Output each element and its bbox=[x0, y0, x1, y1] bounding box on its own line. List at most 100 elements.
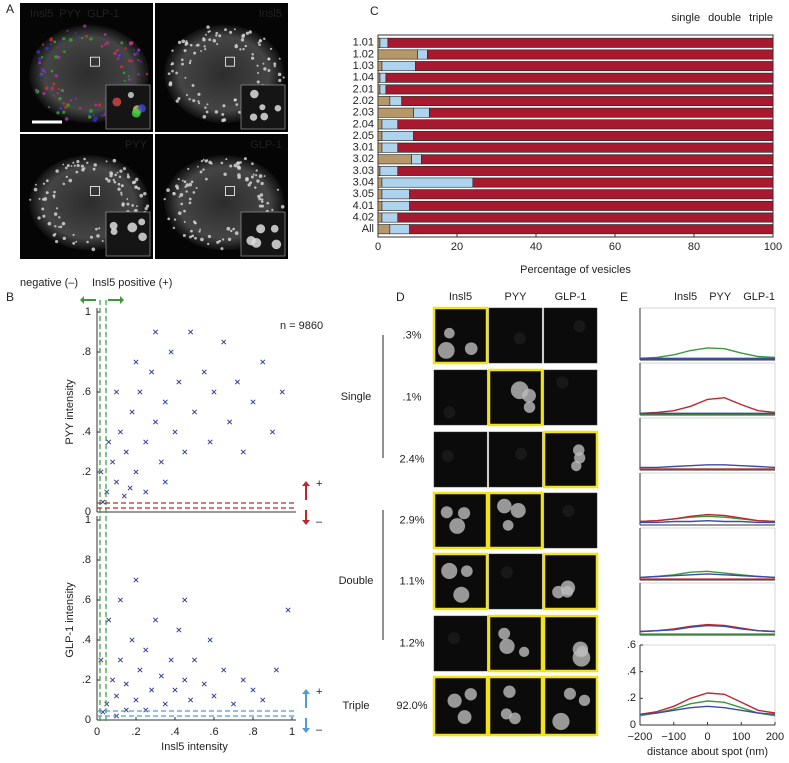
inset-spot bbox=[249, 113, 258, 121]
speckle bbox=[105, 177, 109, 181]
speckle bbox=[128, 77, 132, 81]
scatter-point bbox=[250, 687, 256, 693]
tile-spot bbox=[563, 687, 576, 700]
tile bbox=[487, 614, 544, 673]
speckle bbox=[40, 67, 43, 71]
y-tick-label: 1.02 bbox=[353, 48, 374, 60]
arrow-head bbox=[80, 296, 84, 304]
speckle bbox=[188, 201, 192, 205]
speckle bbox=[131, 204, 134, 207]
speckle bbox=[258, 174, 263, 178]
plot-frame bbox=[639, 582, 776, 636]
speckle bbox=[119, 169, 123, 173]
inset-spot bbox=[112, 97, 122, 107]
speckle bbox=[191, 84, 195, 87]
speckle bbox=[171, 49, 174, 52]
speckle bbox=[256, 64, 259, 67]
speckle bbox=[199, 170, 203, 174]
inset-spot bbox=[256, 224, 266, 234]
speckle bbox=[167, 72, 171, 76]
inset-spot bbox=[270, 224, 279, 233]
x-tick-label: .4 bbox=[170, 726, 179, 738]
column-header: GLP-1 bbox=[555, 291, 587, 303]
scatter-point bbox=[188, 697, 194, 703]
speckle bbox=[122, 167, 127, 171]
speckle bbox=[244, 44, 248, 48]
x-tick-label: 0 bbox=[94, 726, 100, 738]
speckle bbox=[83, 167, 86, 170]
speckle bbox=[62, 163, 65, 166]
sign-label: + bbox=[316, 478, 322, 490]
speckle bbox=[76, 159, 80, 164]
speckle bbox=[54, 55, 58, 59]
speckle bbox=[182, 233, 186, 238]
speckle bbox=[245, 31, 250, 35]
speckle bbox=[192, 191, 196, 194]
speckle bbox=[183, 209, 186, 213]
speckle bbox=[120, 193, 123, 196]
speckle bbox=[43, 197, 48, 201]
arrow-head bbox=[120, 296, 124, 304]
speckle bbox=[202, 115, 207, 119]
bar-segment bbox=[472, 177, 774, 188]
speckle bbox=[95, 227, 98, 231]
y-tick-label: 2.05 bbox=[353, 130, 374, 142]
tile-spot bbox=[503, 685, 516, 698]
speckle bbox=[233, 28, 236, 31]
inset-spot bbox=[110, 228, 118, 236]
speckle bbox=[238, 110, 241, 114]
speckle bbox=[57, 87, 61, 91]
speckle bbox=[226, 226, 231, 231]
speckle bbox=[177, 96, 181, 101]
speckle bbox=[195, 186, 198, 190]
speckle bbox=[56, 111, 60, 115]
scatter-point bbox=[117, 657, 123, 663]
speckle bbox=[43, 70, 47, 74]
profile-line bbox=[639, 396, 776, 414]
bar-segment bbox=[389, 96, 403, 107]
x-tick-label: 100 bbox=[732, 731, 750, 743]
y-tick-label: 3.03 bbox=[353, 165, 374, 177]
speckle bbox=[191, 234, 195, 238]
bar-segment bbox=[377, 49, 418, 60]
speckle bbox=[126, 202, 130, 206]
speckle bbox=[117, 182, 121, 186]
tile bbox=[487, 491, 544, 550]
speckle bbox=[207, 234, 212, 239]
legend-label: double bbox=[708, 12, 741, 24]
y-tick-label: 3.02 bbox=[353, 153, 374, 165]
scatter-point bbox=[129, 637, 135, 643]
speckle bbox=[97, 103, 102, 107]
tile-spot bbox=[437, 342, 455, 359]
scatter-point bbox=[273, 667, 279, 673]
speckle bbox=[73, 164, 76, 167]
tile-spot bbox=[457, 710, 472, 724]
speckle bbox=[178, 195, 181, 198]
speckle bbox=[203, 45, 206, 48]
speckle bbox=[131, 60, 134, 63]
scatter-point bbox=[285, 607, 291, 613]
tile bbox=[432, 675, 489, 737]
speckle bbox=[261, 198, 264, 201]
x-axis-label: Percentage of vesicles bbox=[520, 264, 631, 276]
scatter-point bbox=[123, 681, 129, 687]
inset-spot bbox=[274, 104, 282, 112]
speckle bbox=[175, 71, 178, 75]
speckle bbox=[185, 183, 190, 187]
speckle bbox=[53, 190, 56, 194]
speckle bbox=[273, 64, 276, 68]
bar-segment bbox=[377, 61, 383, 72]
speckle bbox=[173, 218, 177, 221]
scatter-point bbox=[98, 657, 104, 663]
y-tick-label: .6 bbox=[82, 594, 91, 606]
speckle bbox=[251, 56, 255, 60]
tile bbox=[543, 492, 598, 549]
tile bbox=[543, 307, 598, 364]
speckle bbox=[135, 177, 139, 182]
speckle bbox=[247, 183, 251, 187]
tile bbox=[488, 431, 543, 488]
tile-spot bbox=[578, 694, 591, 707]
speckle bbox=[92, 119, 95, 122]
speckle bbox=[271, 208, 274, 212]
